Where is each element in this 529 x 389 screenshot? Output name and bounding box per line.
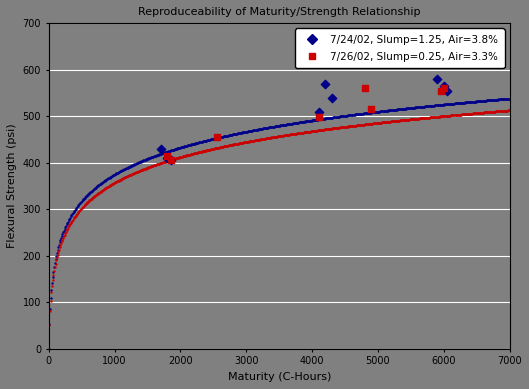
Point xyxy=(166,158,175,164)
Point xyxy=(157,146,165,152)
Point xyxy=(166,158,175,164)
Point xyxy=(163,155,171,161)
Point xyxy=(321,81,330,87)
Point xyxy=(361,85,369,91)
X-axis label: Maturity (C-Hours): Maturity (C-Hours) xyxy=(227,372,331,382)
Point xyxy=(327,95,336,101)
Point xyxy=(163,153,171,159)
Legend: 7/24/02, Slump=1.25, Air=3.8%, 7/26/02, Slump=0.25, Air=3.3%: 7/24/02, Slump=1.25, Air=3.8%, 7/26/02, … xyxy=(295,28,505,68)
Point xyxy=(440,83,448,89)
Point xyxy=(367,106,376,112)
Point xyxy=(436,88,445,94)
Point xyxy=(314,114,323,120)
Point xyxy=(212,134,221,140)
Title: Reproduceability of Maturity/Strength Relationship: Reproduceability of Maturity/Strength Re… xyxy=(138,7,421,17)
Point xyxy=(314,109,323,115)
Y-axis label: Flexural Strength (psi): Flexural Strength (psi) xyxy=(7,124,17,249)
Point xyxy=(433,76,442,82)
Point xyxy=(443,88,451,94)
Point xyxy=(440,85,448,91)
